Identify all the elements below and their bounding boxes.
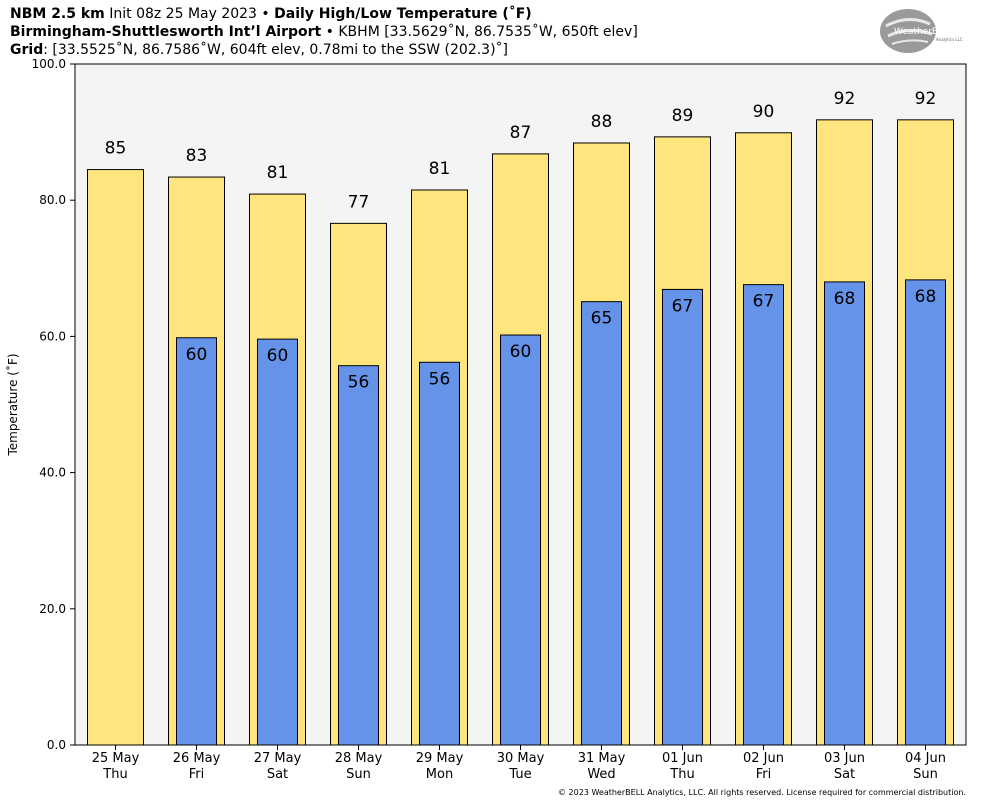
low-temp-bar	[581, 301, 622, 746]
y-tick-label: 60.0	[39, 329, 66, 343]
low-temp-label: 60	[186, 345, 208, 365]
header-line-1: NBM 2.5 km Init 08z 25 May 2023 • Daily …	[10, 5, 532, 23]
x-tick-weekday: Fri	[189, 767, 205, 782]
high-temp-label: 81	[267, 163, 289, 183]
low-temp-label: 56	[348, 373, 370, 393]
x-tick-date: 01 Jun	[662, 751, 703, 766]
grid-label: Grid	[10, 42, 44, 58]
y-tick-label: 100.0	[32, 57, 66, 71]
x-tick-weekday: Sat	[267, 767, 288, 782]
header-line-2: Birmingham-Shuttlesworth Int’l Airport •…	[10, 23, 638, 41]
x-tick-weekday: Sun	[346, 767, 371, 782]
grid-info: : [33.5525˚N, 86.7586˚W, 604ft elev, 0.7…	[43, 42, 509, 58]
low-temp-label: 60	[267, 346, 289, 366]
low-temp-bar	[257, 338, 298, 746]
logo-subtext: Analytics LLC	[936, 37, 963, 42]
low-temp-label: 67	[672, 296, 694, 316]
high-temp-label: 89	[672, 106, 694, 126]
x-tick-date: 28 May	[335, 751, 383, 766]
low-temp-bar	[176, 337, 217, 746]
low-temp-label: 68	[915, 287, 937, 307]
x-tick-date: 02 Jun	[743, 751, 784, 766]
low-temp-label: 60	[510, 342, 532, 362]
low-temp-label: 65	[591, 309, 613, 329]
x-tick-date: 30 May	[497, 751, 545, 766]
high-temp-label: 90	[753, 102, 775, 122]
x-tick-weekday: Mon	[426, 767, 453, 782]
low-temp-bar	[905, 279, 946, 746]
station-info: • KBHM [33.5629˚N, 86.7535˚W, 650ft elev…	[321, 24, 638, 40]
low-temp-bar	[824, 281, 865, 746]
x-tick-date: 25 May	[92, 751, 140, 766]
high-temp-label: 88	[591, 112, 613, 132]
x-tick-weekday: Sat	[834, 767, 855, 782]
low-temp-bar	[419, 361, 460, 746]
weatherbell-logo: WeatherBELL Analytics LLC	[880, 9, 963, 53]
x-tick-weekday: Sun	[913, 767, 938, 782]
high-temp-label: 87	[510, 123, 532, 143]
x-tick-weekday: Wed	[587, 767, 615, 782]
x-tick-date: 26 May	[173, 751, 221, 766]
low-temp-bar	[500, 334, 541, 746]
low-temp-label: 67	[753, 292, 775, 312]
model-name: NBM 2.5 km	[10, 6, 105, 22]
logo-text: WeatherBELL	[894, 27, 954, 37]
y-axis-label: Temperature (˚F)	[5, 353, 20, 456]
y-tick-label: 0.0	[47, 738, 66, 752]
y-tick-label: 80.0	[39, 193, 66, 207]
low-temp-bar	[743, 284, 784, 746]
header-line-3: Grid: [33.5525˚N, 86.7586˚W, 604ft elev,…	[10, 41, 508, 59]
x-tick-date: 27 May	[254, 751, 302, 766]
high-temp-bar	[87, 169, 144, 746]
x-tick-date: 29 May	[416, 751, 464, 766]
x-tick-weekday: Tue	[508, 767, 531, 782]
x-tick-weekday: Thu	[102, 767, 127, 782]
high-temp-label: 77	[348, 192, 370, 212]
low-temp-bar	[662, 288, 703, 746]
product-title: Daily High/Low Temperature (˚F)	[274, 6, 532, 22]
y-tick-label: 40.0	[39, 466, 66, 480]
copyright-notice: © 2023 WeatherBELL Analytics, LLC. All r…	[558, 788, 966, 797]
separator: •	[261, 6, 275, 22]
high-temp-label: 85	[105, 139, 127, 159]
x-tick-date: 31 May	[578, 751, 626, 766]
low-temp-bar	[338, 365, 379, 746]
high-temp-label: 83	[186, 146, 208, 166]
x-tick-weekday: Fri	[756, 767, 772, 782]
station-name: Birmingham-Shuttlesworth Int’l Airport	[10, 24, 322, 40]
high-temp-label: 92	[915, 89, 937, 109]
x-tick-weekday: Thu	[669, 767, 694, 782]
high-temp-label: 81	[429, 159, 451, 179]
low-temp-label: 56	[429, 369, 451, 389]
low-temp-label: 68	[834, 289, 856, 309]
x-tick-date: 04 Jun	[905, 751, 946, 766]
x-tick-date: 03 Jun	[824, 751, 865, 766]
high-temp-label: 92	[834, 89, 856, 109]
init-time: Init 08z 25 May 2023	[104, 6, 262, 22]
y-tick-label: 20.0	[39, 602, 66, 616]
